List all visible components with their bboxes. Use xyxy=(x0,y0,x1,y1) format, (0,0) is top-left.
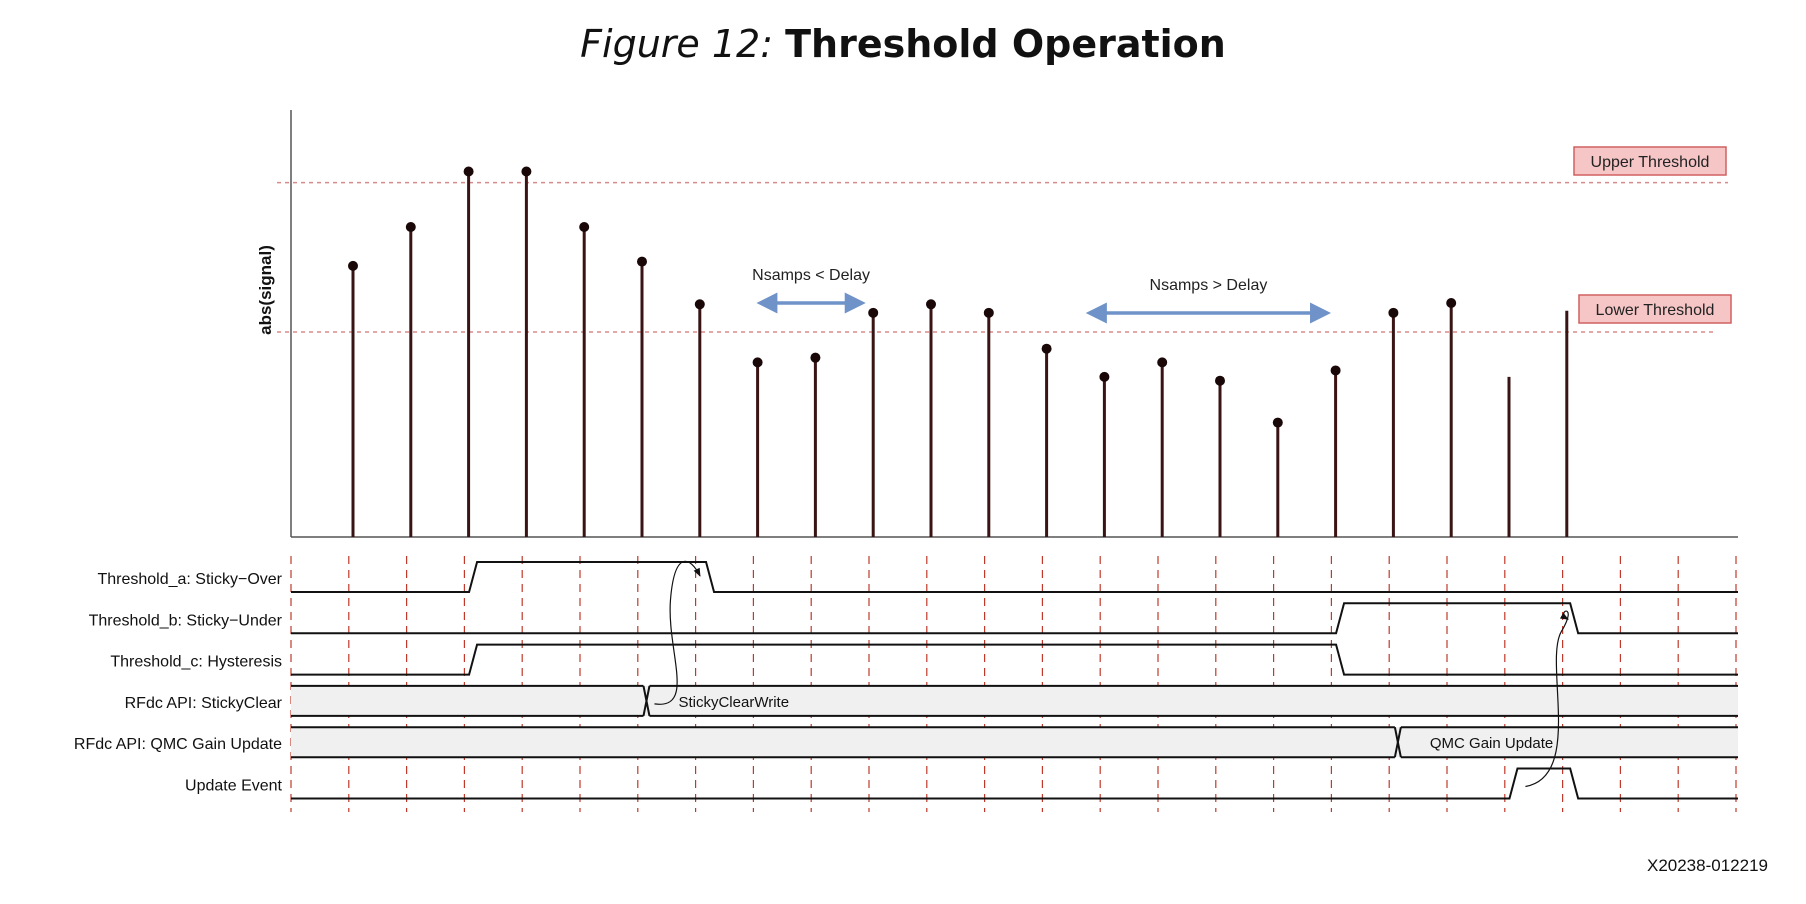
sample-marker xyxy=(810,352,821,363)
digital-waveform xyxy=(291,561,1738,593)
sample-marker xyxy=(637,256,647,267)
sample-marker xyxy=(752,357,763,368)
sample-marker xyxy=(1272,417,1283,428)
figure-title: Figure 12: Threshold Operation xyxy=(0,22,1806,66)
sample-marker xyxy=(348,260,358,271)
lower-threshold-label-text: Lower Threshold xyxy=(1596,302,1715,319)
digital-waveform xyxy=(291,767,1738,800)
delay-label: Nsamps < Delay xyxy=(752,267,870,284)
lower-threshold-label-box xyxy=(1578,294,1732,324)
timing-signal-label: RFdc API: QMC Gain Update xyxy=(74,736,282,753)
sample-marker xyxy=(405,221,416,232)
sample-marker xyxy=(926,299,936,310)
sample-marker xyxy=(1446,298,1457,309)
timing-diagram: Threshold_a: Sticky−Over Threshold_b: Sti… xyxy=(74,556,1738,812)
timing-signal-label: Update Event xyxy=(185,778,283,795)
timing-signal-label: Threshold_a: Sticky−Over xyxy=(97,571,282,588)
sample-marker xyxy=(1215,375,1225,386)
bus-value: QMC Gain Update xyxy=(1430,735,1553,752)
figure-number: Figure 12: xyxy=(580,22,774,66)
digital-waveform xyxy=(291,643,1738,676)
bus-value: StickyClearWrite xyxy=(678,694,789,711)
bus-fill xyxy=(291,685,1738,716)
sample-marker xyxy=(868,307,879,318)
figure-name: Threshold Operation xyxy=(785,22,1226,66)
sample-marker xyxy=(579,221,590,232)
sample-marker xyxy=(983,307,994,318)
sample-marker xyxy=(1330,365,1341,376)
upper-threshold-label: Upper Threshold xyxy=(1573,146,1727,176)
sample-marker xyxy=(1099,371,1110,382)
timing-signal-label: Threshold_c: Hysteresis xyxy=(110,654,282,671)
sample-marker xyxy=(694,299,705,310)
bus-cross xyxy=(1393,727,1402,758)
digital-waveform xyxy=(291,602,1738,635)
signal-plot: abs(signal) Upper Threshold Lower Threshol… xyxy=(256,110,1738,538)
upper-threshold-label-box xyxy=(1573,146,1727,176)
upper-threshold-label-text: Upper Threshold xyxy=(1591,154,1710,171)
lower-threshold-label: Lower Threshold xyxy=(1578,294,1732,324)
sample-marker xyxy=(521,166,532,177)
sample-marker xyxy=(1388,307,1399,318)
timing-signal-label: Threshold_b: Sticky−Under xyxy=(89,612,283,629)
delay-label: Nsamps > Delay xyxy=(1150,277,1268,294)
document-id: X20238-012219 xyxy=(1646,856,1768,875)
y-axis-label: abs(signal) xyxy=(256,245,275,335)
sample-marker xyxy=(1041,343,1052,354)
sticky-clear-causality xyxy=(654,560,701,705)
timing-signal-label: RFdc API: StickyClear xyxy=(125,695,283,712)
bus-fill xyxy=(291,727,1738,758)
sample-marker xyxy=(1157,357,1168,368)
sample-marker xyxy=(463,166,474,177)
update-event-causality xyxy=(1525,610,1569,788)
bus-cross xyxy=(642,685,651,717)
